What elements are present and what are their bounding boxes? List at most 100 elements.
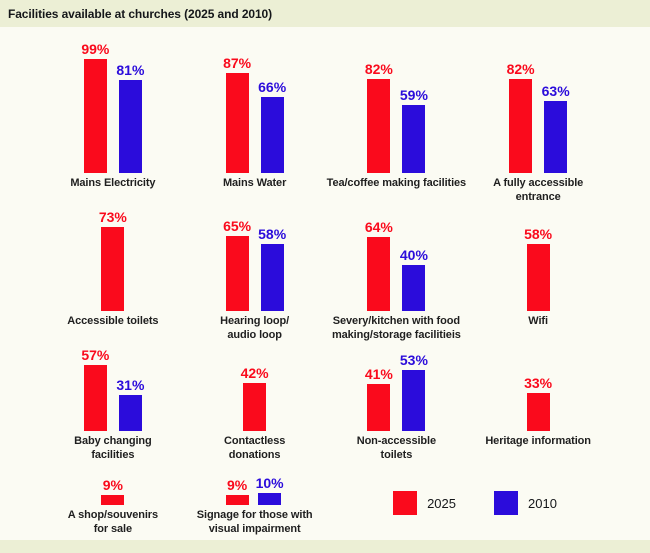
chart-area: 99% 81% Mains Electricity 87% 66% Mains Water… [0,27,650,537]
legend-swatch-2025 [393,491,418,515]
bar-2025 [83,365,107,431]
bar-value-label: 65% [223,218,252,234]
bar-value-label: 66% [258,79,287,95]
bar-column-2025: 99% [81,42,109,173]
bar-column-2025: 58% [524,227,552,311]
bar-value-label: 82% [364,61,393,77]
bar-group: 65% 58% [223,205,286,311]
bar-2010 [260,244,284,311]
bar-value-label: 57% [81,347,110,363]
category-label: Wifi [528,315,548,327]
bar-group: 9% [101,471,125,505]
bar-2010 [118,80,142,173]
chart-cell: 9% A shop/souvenirs for sale [42,471,184,537]
bar-2010 [402,370,426,431]
category-label: Signage for those with visual impairment [196,509,313,535]
bar-group: 57% 31% [81,343,144,431]
bar-column-2025: 82% [507,62,535,173]
bar-value-label: 64% [364,219,393,235]
category-label: Accessible toilets [67,315,159,327]
bar-column-2010: 63% [542,84,570,173]
category-label: Heritage information [485,435,591,447]
bar-group: 58% [524,205,552,311]
legend-swatch-2010 [494,491,518,515]
chart-cell: 9% 10% Signage for those with visual impair… [184,471,326,537]
bar-group: 82% 63% [507,37,570,173]
bar-2025 [225,73,249,173]
category-label: A shop/souvenirs for sale [67,509,159,535]
category-label: Severy/kitchen with food making/storage f… [331,315,461,341]
bar-value-label: 99% [81,41,110,57]
bottom-bar [0,540,650,553]
bar-column-2010: 81% [116,63,144,173]
bar-column-2025: 64% [365,220,393,311]
bar-2025 [243,383,267,431]
bar-value-label: 33% [524,375,553,391]
bar-value-label: 81% [116,62,145,78]
legend-label-2025: 2025 [427,495,456,511]
bar-group: 73% [99,205,127,311]
bar-column-2025: 9% [101,477,125,505]
bar-2010 [260,97,284,173]
bar-2025 [225,236,249,311]
chart-cell: 41% 53% Non-accessible toilets [326,343,468,463]
bar-column-2025: 9% [225,477,249,505]
bar-column-2010: 31% [116,378,144,431]
bar-column-2010: 40% [400,248,428,311]
bar-value-label: 59% [399,87,428,103]
chart-cell: 82% 59% Tea/coffee making facilities [326,37,468,205]
chart-cell: 65% 58% Hearing loop/audio loop [184,205,326,343]
category-label: Tea/coffee making facilities [326,177,467,189]
bar-value-label: 42% [240,365,269,381]
bar-group: 64% 40% [365,205,428,311]
category-label: A fully accessible entrance [493,177,584,203]
chart-cell: 73% Accessible toilets [42,205,184,343]
bar-2025 [367,79,391,173]
bar-column-2010: 66% [258,80,286,173]
bar-column-2010: 10% [256,476,284,505]
bar-2010 [402,265,426,311]
chart-cell: 58% Wifi [467,205,609,343]
bar-group: 42% [241,343,269,431]
bar-column-2010: 53% [400,353,428,431]
bar-value-label: 87% [223,55,252,71]
bar-group: 33% [524,343,552,431]
bar-2010 [402,105,426,173]
bar-value-label: 9% [102,477,123,493]
bar-2025 [83,59,107,173]
bar-column-2025: 41% [365,367,393,431]
bar-value-label: 73% [98,209,127,225]
chart-cell: 64% 40% Severy/kitchen with food making/sto… [326,205,468,343]
bar-value-label: 31% [116,377,145,393]
bar-value-label: 58% [524,226,553,242]
bar-column-2025: 73% [99,210,127,311]
bar-column-2025: 82% [365,62,393,173]
bar-group: 87% 66% [223,37,286,173]
chart-cell: 42% Contactless donations [184,343,326,463]
chart-cell: 82% 63% A fully accessible entrance [467,37,609,205]
chart-row: 57% 31% Baby changing facilities 42% Contactl… [42,343,609,463]
bar-value-label: 9% [226,477,248,493]
legend-label-2010: 2010 [528,495,557,511]
bar-2010 [544,101,568,173]
category-label: Contactless donations [223,435,286,461]
bar-2025 [526,244,550,311]
bar-column-2010: 59% [400,88,428,173]
bar-column-2010: 58% [258,227,286,311]
legend-item-2025: 2025 [393,491,456,515]
bar-group: 82% 59% [365,37,428,173]
bar-column-2025: 57% [81,348,109,431]
bar-column-2025: 65% [223,219,251,311]
category-label: Mains Electricity [70,177,156,189]
bar-2025 [509,79,533,173]
bar-2025 [225,495,249,505]
legend: 2025 2010 [340,479,610,527]
category-label: Mains Water [222,177,287,189]
bar-group: 99% 81% [81,37,144,173]
bar-column-2025: 33% [524,376,552,431]
chart-cell: 99% 81% Mains Electricity [42,37,184,205]
bar-2025 [526,393,550,431]
chart-cell: 33% Heritage information [467,343,609,463]
bar-2025 [101,495,125,505]
category-label: Baby changing facilities [74,435,152,461]
